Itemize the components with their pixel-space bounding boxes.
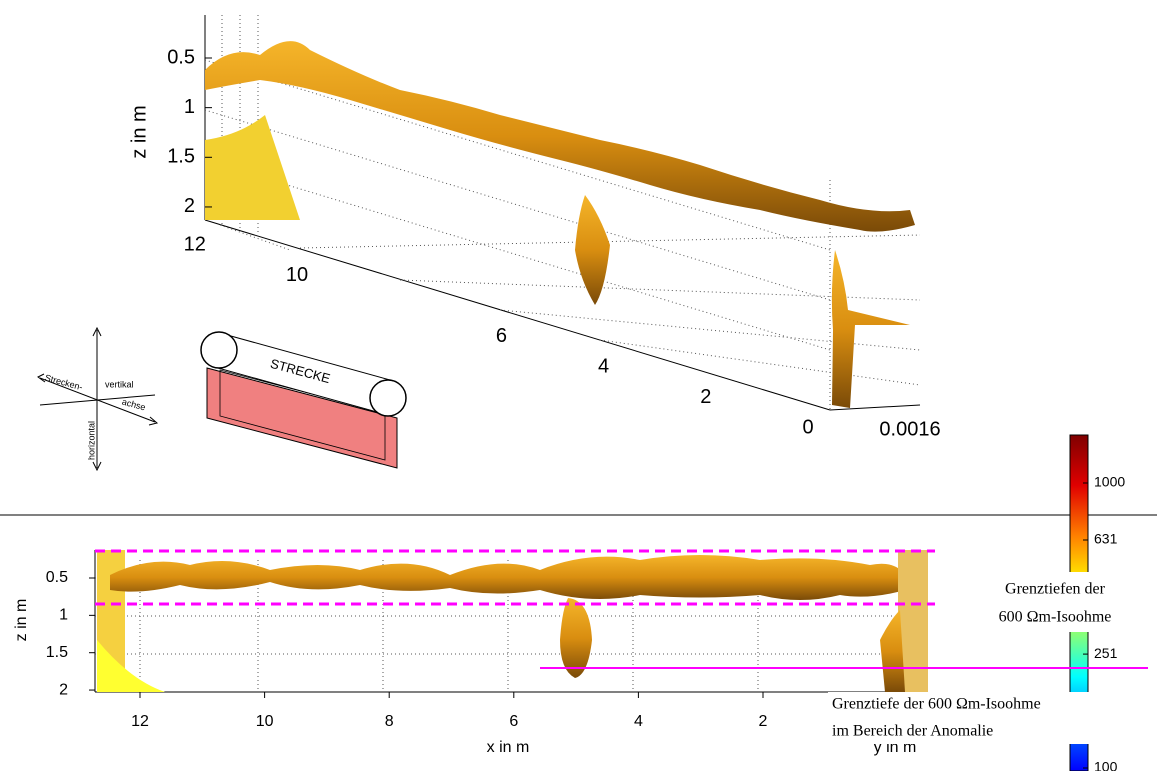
depth-tick-label: 10 [286, 264, 308, 286]
annotation-bg [828, 692, 1138, 744]
bottom-isosurface [97, 550, 928, 692]
x-tick-label: 6 [509, 713, 518, 730]
colorbar-tick-label: 100 [1094, 759, 1118, 771]
annotation: 600 Ωm-Isoohme [999, 609, 1112, 626]
depth-extra-label: 0.0016 [879, 418, 940, 440]
z-tick-label: 0.5 [46, 569, 68, 586]
x-tick-label: 4 [634, 713, 643, 730]
depth-tick-label: 0 [802, 416, 813, 438]
z-tick-label: 2 [59, 681, 68, 698]
depth-tick-label: 12 [184, 233, 206, 255]
colorbar-tick-label: 251 [1094, 645, 1118, 661]
z-tick-label: 1.5 [46, 644, 68, 661]
strecke-box [200, 331, 407, 469]
z-tick-label: 1 [59, 607, 68, 624]
colorbar-tick-label: 1000 [1094, 474, 1125, 490]
orientation-label: Strecken- [44, 373, 84, 393]
orientation-label: horizontal [86, 421, 96, 460]
x-axis-label: x in m [487, 739, 530, 756]
orientation-cross [37, 326, 159, 472]
depth-tick-label: 4 [598, 355, 609, 377]
z-tick-label: 0.5 [167, 46, 195, 68]
x-tick-label: 2 [759, 713, 768, 730]
annotation: Grenztiefe der 600 Ωm-Isoohme [832, 696, 1041, 713]
z-axis-label: z in m [13, 599, 30, 642]
x-tick-label: 8 [385, 713, 394, 730]
z-tick-label: 1 [184, 96, 195, 118]
x-tick-label: 12 [131, 713, 149, 730]
x-tick-label: 10 [256, 713, 274, 730]
z-axis-label: z in m [128, 105, 150, 158]
colorbar-tick-label: 631 [1094, 531, 1118, 547]
annotation: im Bereich der Anomalie [832, 723, 993, 740]
depth-tick-label: 2 [700, 386, 711, 408]
annotation-bg [968, 572, 1148, 632]
z-tick-label: 2 [184, 195, 195, 217]
top-isosurface [205, 41, 915, 408]
depth-tick-label: 6 [496, 325, 507, 347]
bottom-frame [94, 550, 900, 693]
annotation: Grenztiefen der [1005, 581, 1106, 598]
orientation-label: vertikal [105, 379, 134, 389]
z-tick-label: 1.5 [167, 146, 195, 168]
